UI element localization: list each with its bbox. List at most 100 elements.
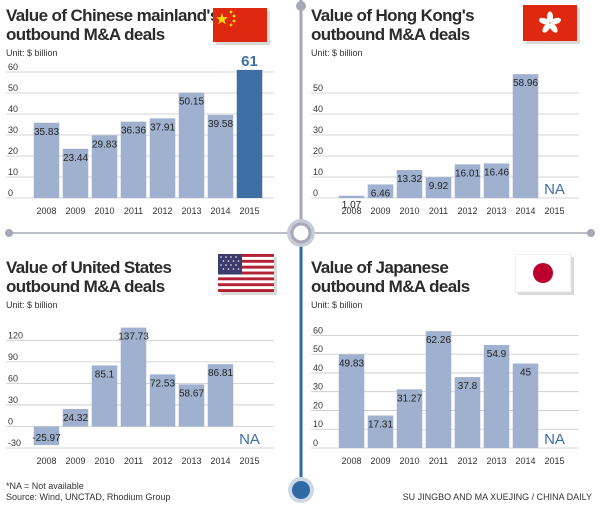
y-tick-label: 40 (313, 363, 323, 373)
data-label: 72.53 (150, 378, 175, 389)
y-tick-label: 0 (313, 438, 318, 448)
y-tick-label: 20 (8, 146, 18, 156)
na-label: NA (239, 431, 260, 448)
divider-left-dot (5, 229, 13, 237)
bar (367, 184, 394, 198)
x-tick-label: 2008 (341, 206, 361, 216)
y-tick-label: 90 (8, 352, 18, 362)
data-label: 39.58 (208, 119, 233, 130)
panel-title-line2: outbound M&A deals (6, 277, 165, 296)
data-label: 54.9 (487, 349, 507, 360)
bar (454, 377, 481, 448)
bar (454, 164, 481, 198)
x-tick-label: 2008 (341, 456, 361, 466)
x-tick-label: 2013 (181, 456, 201, 466)
unit-label: Unit: $ billion (6, 48, 58, 58)
y-tick-label: 10 (313, 167, 323, 177)
bar (483, 344, 510, 448)
chart-united-states: -30 0 30 60 90 120 -25.97 2008 24.32 2009 85.1 2010… (6, 327, 274, 466)
bar (338, 354, 365, 448)
data-label: 24.32 (63, 413, 88, 424)
data-label: 61 (241, 53, 258, 70)
data-label: 49.83 (339, 358, 364, 369)
bar (396, 389, 423, 448)
data-label: 23.44 (63, 153, 88, 164)
x-tick-label: 2009 (65, 456, 85, 466)
panel-title-line2: outbound M&A deals (311, 25, 470, 44)
panel-title-line1: Value of Japanese (311, 258, 449, 277)
y-tick-label: 20 (313, 146, 323, 156)
panel-title-japan: Value of Japanese outbound M&A deals (311, 258, 470, 296)
x-tick-label: 2013 (181, 206, 201, 216)
panel-title-line2: outbound M&A deals (311, 277, 470, 296)
y-tick-label: 120 (8, 330, 23, 340)
divider-center-ring-inner (290, 222, 312, 244)
y-tick-label: 40 (8, 104, 18, 114)
data-label: 17.31 (368, 420, 393, 431)
data-label: 6.46 (371, 188, 391, 199)
x-tick-label: 2013 (486, 206, 506, 216)
data-label: 1.07 (342, 200, 362, 211)
x-tick-label: 2011 (124, 206, 143, 216)
x-tick-label: 2012 (457, 206, 477, 216)
panel-title-line2: outbound M&A deals (6, 25, 165, 44)
data-label: 58.67 (179, 388, 204, 399)
data-label: 9.92 (429, 181, 449, 192)
x-tick-label: 2011 (124, 456, 143, 466)
china-flag-icon (213, 8, 270, 45)
unit-label: Unit: $ billion (311, 48, 363, 58)
data-label: 35.83 (34, 127, 59, 138)
chart-japan: 0 10 20 30 40 50 60 49.83 2008 17.31 2009 31.27 2010… (311, 325, 579, 466)
bar (91, 135, 118, 198)
footer-notes: *NA = Not available Source: Wind, UNCTAD… (6, 481, 170, 503)
x-tick-label: 2011 (429, 206, 448, 216)
chart-china: 0 10 20 30 40 50 60 35.83 2008 23.44 2009 29.83 2010… (6, 53, 274, 216)
bar (178, 384, 205, 427)
data-label: 31.27 (397, 393, 422, 404)
x-tick-label: 2010 (399, 456, 419, 466)
na-label: NA (544, 431, 565, 448)
bar (236, 69, 263, 199)
x-tick-label: 2014 (210, 456, 230, 466)
y-tick-label: 50 (313, 83, 323, 93)
panel-title-line1: Value of Hong Kong's (311, 6, 475, 25)
y-tick-label: 0 (313, 188, 318, 198)
x-tick-label: 2015 (544, 206, 564, 216)
x-tick-label: 2014 (515, 206, 535, 216)
panel-title-line1: Value of United States (6, 258, 172, 277)
panel-title-hong-kong: Value of Hong Kong's outbound M&A deals (311, 6, 475, 44)
divider-top-dot (296, 1, 306, 11)
x-tick-label: 2008 (36, 206, 56, 216)
source-note: Source: Wind, UNCTAD, Rhodium Group (6, 492, 171, 502)
y-tick-label: -30 (8, 438, 21, 448)
data-label: 37.8 (458, 381, 478, 392)
x-tick-label: 2009 (370, 206, 390, 216)
y-tick-label: 30 (313, 382, 323, 392)
bar (120, 327, 147, 427)
panel-title-united-states: Value of United States outbound M&A deal… (6, 258, 172, 296)
bar (207, 114, 234, 198)
x-tick-label: 2008 (36, 456, 56, 466)
data-label: 16.01 (455, 168, 480, 179)
unit-label: Unit: $ billion (311, 300, 363, 310)
data-label: 13.32 (397, 174, 422, 185)
y-tick-label: 0 (8, 188, 13, 198)
bar (396, 170, 423, 198)
y-tick-label: 60 (313, 325, 323, 335)
data-label: -25.97 (32, 433, 61, 444)
y-tick-label: 30 (8, 395, 18, 405)
japan-flag-icon (515, 254, 574, 295)
y-tick-label: 30 (313, 125, 323, 135)
x-tick-label: 2009 (370, 456, 390, 466)
bar (512, 74, 539, 198)
x-tick-label: 2012 (152, 206, 172, 216)
bar (207, 364, 234, 427)
bar (33, 426, 60, 446)
data-label: 50.15 (179, 97, 204, 108)
unit-label: Unit: $ billion (6, 300, 58, 310)
x-tick-label: 2013 (486, 456, 506, 466)
bar (149, 374, 176, 427)
x-tick-label: 2014 (515, 456, 535, 466)
